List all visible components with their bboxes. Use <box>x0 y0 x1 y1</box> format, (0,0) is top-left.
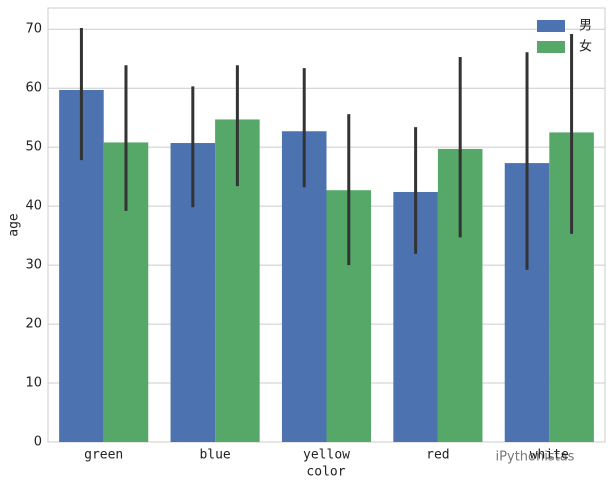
y-tick-label: 0 <box>34 435 42 450</box>
x-axis-label: color <box>306 465 345 480</box>
y-tick-label: 30 <box>25 258 42 273</box>
y-tick-label: 40 <box>25 199 42 214</box>
y-tick-label: 50 <box>25 140 42 155</box>
x-tick-label: yellow <box>303 448 350 463</box>
watermark: iPythonistas <box>496 450 575 465</box>
x-tick-label: green <box>84 448 123 463</box>
legend-swatch <box>537 41 565 53</box>
legend-swatch <box>537 20 565 32</box>
legend-label: 女 <box>579 39 592 55</box>
x-tick-label: blue <box>199 448 230 463</box>
legend-label: 男 <box>579 19 592 34</box>
y-tick-label: 20 <box>25 317 42 332</box>
x-tick-label: red <box>426 448 449 463</box>
x-tick-label: white <box>530 448 569 463</box>
y-tick-label: 60 <box>25 81 42 96</box>
y-tick-label: 70 <box>25 22 42 37</box>
y-axis-label: age <box>7 213 22 237</box>
y-tick-label: 10 <box>25 376 42 391</box>
